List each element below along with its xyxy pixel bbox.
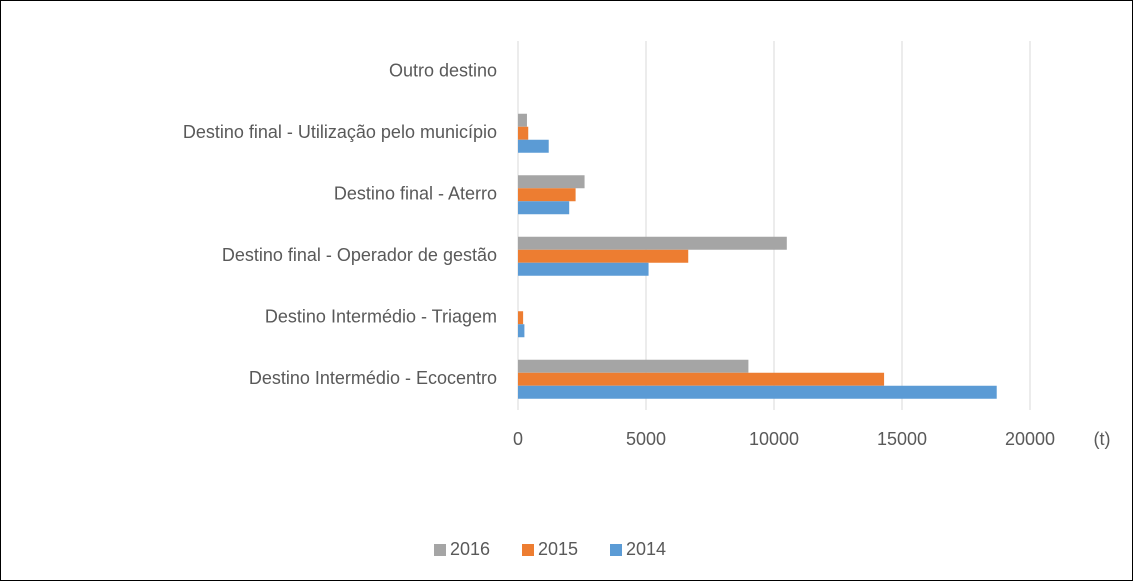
bar [518, 201, 570, 215]
legend-label: 2016 [450, 539, 490, 559]
x-tick-label: 20000 [1005, 429, 1055, 449]
bar [518, 126, 529, 140]
bar [518, 385, 997, 399]
bar [518, 249, 689, 263]
x-tick-label: 5000 [626, 429, 666, 449]
bar [518, 236, 787, 250]
legend-swatch [522, 544, 534, 556]
y-tick-label: Destino Intermédio - Ecocentro [249, 368, 497, 388]
x-axis-label: (t) [1094, 429, 1111, 449]
bar [518, 175, 585, 189]
legend-label: 2014 [626, 539, 666, 559]
bar [518, 188, 576, 202]
bar [518, 372, 885, 386]
legend-swatch [610, 544, 622, 556]
x-tick-label: 0 [513, 429, 523, 449]
y-tick-label: Destino final - Aterro [334, 184, 497, 204]
bar [518, 113, 527, 127]
y-tick-label: Destino final - Operador de gestão [222, 245, 497, 265]
bar [518, 359, 749, 373]
bar [518, 262, 649, 276]
y-tick-label: Destino final - Utilização pelo municípi… [183, 122, 497, 142]
y-tick-label: Destino Intermédio - Triagem [265, 307, 497, 327]
y-tick-label: Outro destino [389, 61, 497, 81]
bar [518, 324, 525, 338]
legend-swatch [434, 544, 446, 556]
legend-label: 2015 [538, 539, 578, 559]
x-tick-label: 15000 [877, 429, 927, 449]
bar [518, 139, 549, 153]
bar [518, 311, 524, 325]
x-tick-label: 10000 [749, 429, 799, 449]
